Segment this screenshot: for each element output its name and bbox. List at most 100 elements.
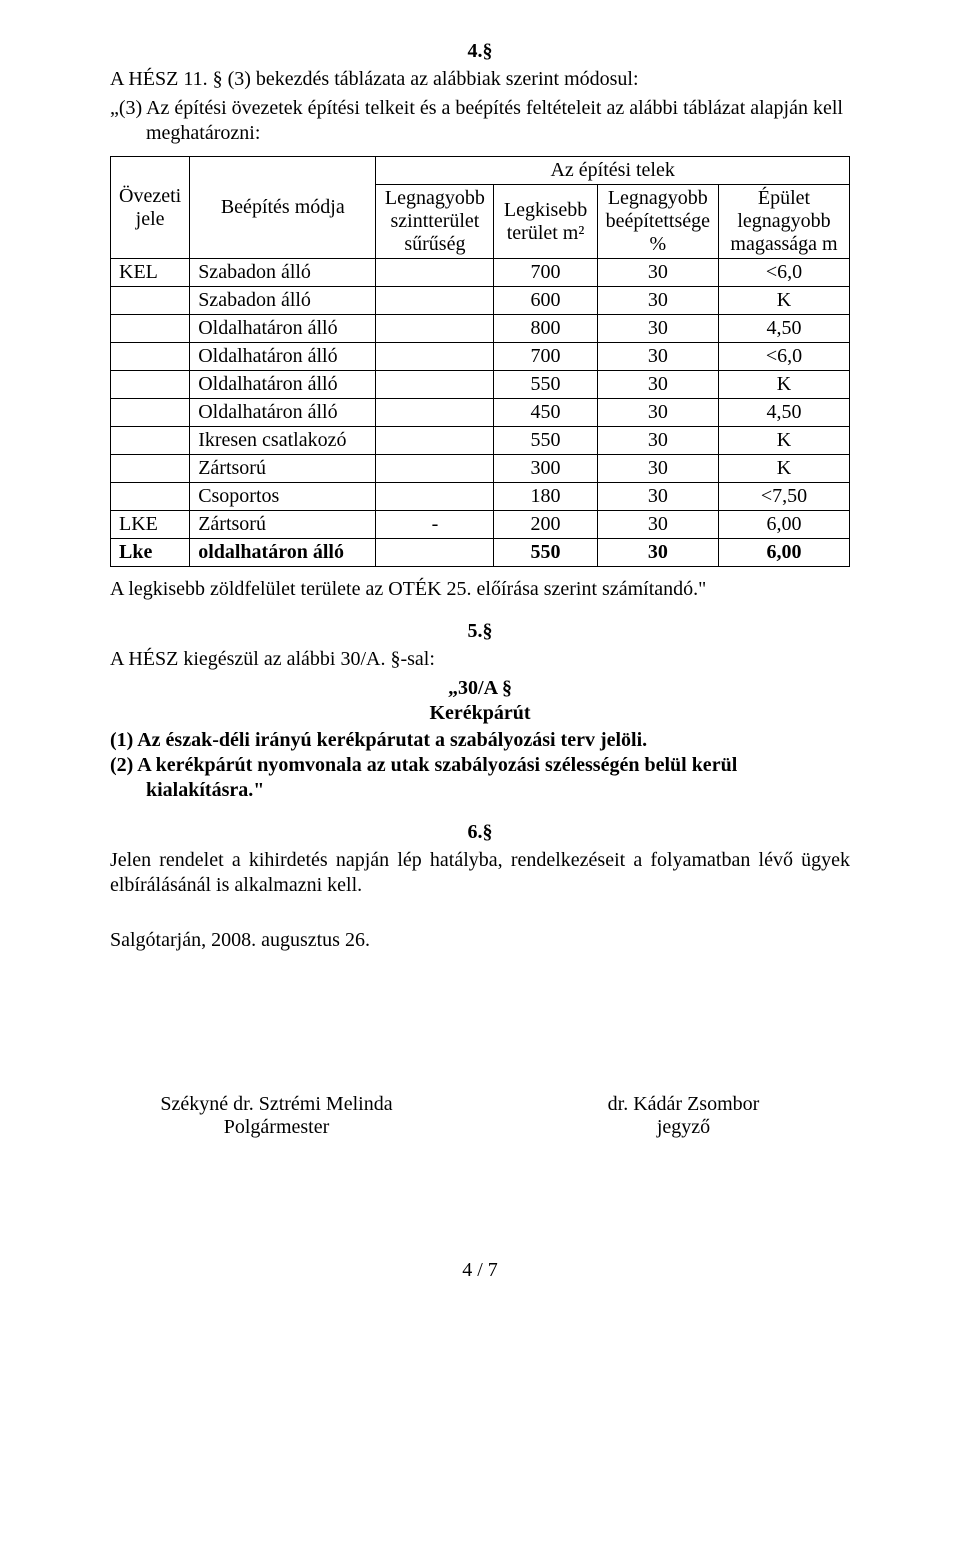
- table-cell: <6,0: [719, 343, 850, 371]
- item1-num: (1): [110, 729, 133, 751]
- item2-num: (2): [110, 754, 133, 776]
- table-cell: Szabadon álló: [190, 259, 376, 287]
- section5-item1: (1) Az észak-déli irányú kerékpárutat a …: [110, 728, 850, 753]
- table-cell: 30: [597, 287, 718, 315]
- table-row: LKEZártsorú-200306,00: [111, 511, 850, 539]
- sig-right-name: dr. Kádár Zsombor: [608, 1093, 760, 1115]
- table-cell: K: [719, 427, 850, 455]
- sig-left-title: Polgármester: [224, 1116, 330, 1138]
- table-cell: [111, 371, 190, 399]
- table-cell: <7,50: [719, 483, 850, 511]
- table-cell: [376, 287, 494, 315]
- sig-right-title: jegyző: [657, 1116, 710, 1138]
- th-beepit: Legnagyobb beépítettsége %: [597, 185, 718, 259]
- table-cell: K: [719, 455, 850, 483]
- table-cell: 6,00: [719, 539, 850, 567]
- table-cell: Oldalhatáron álló: [190, 399, 376, 427]
- th-top: Az építési telek: [376, 157, 850, 185]
- item2-text: A kerékpárút nyomvonala az utak szabályo…: [137, 754, 737, 801]
- table-cell: [111, 455, 190, 483]
- table-cell: -: [376, 511, 494, 539]
- date-line: Salgótarján, 2008. augusztus 26.: [110, 928, 850, 953]
- table-cell: Oldalhatáron álló: [190, 371, 376, 399]
- table-row: Oldalhatáron álló 55030K: [111, 371, 850, 399]
- table-cell: 200: [494, 511, 597, 539]
- table-cell: [111, 343, 190, 371]
- table-cell: <6,0: [719, 259, 850, 287]
- th-magassag: Épület legnagyobb magassága m: [719, 185, 850, 259]
- table-cell: Oldalhatáron álló: [190, 315, 376, 343]
- table-cell: 4,50: [719, 315, 850, 343]
- table-cell: [376, 539, 494, 567]
- table-row: Szabadon álló 60030K: [111, 287, 850, 315]
- table-cell: 30: [597, 343, 718, 371]
- table-cell: [376, 399, 494, 427]
- table-row: Oldalhatáron álló70030<6,0: [111, 343, 850, 371]
- table-cell: 30: [597, 399, 718, 427]
- table-cell: 550: [494, 539, 597, 567]
- section6-text: Jelen rendelet a kihirdetés napján lép h…: [110, 848, 850, 898]
- table-row: Zártsorú30030K: [111, 455, 850, 483]
- table-cell: Zártsorú: [190, 511, 376, 539]
- table-cell: 30: [597, 539, 718, 567]
- table-cell: 30: [597, 427, 718, 455]
- table-cell: 300: [494, 455, 597, 483]
- table-cell: [376, 427, 494, 455]
- table-cell: [376, 315, 494, 343]
- table-cell: 700: [494, 259, 597, 287]
- item1-text: Az észak-déli irányú kerékpárutat a szab…: [137, 729, 647, 751]
- table-cell: 550: [494, 371, 597, 399]
- table-cell: [376, 259, 494, 287]
- table-cell: [111, 483, 190, 511]
- signature-row: Székyné dr. Sztrémi Melinda Polgármester…: [110, 1093, 850, 1139]
- table-cell: K: [719, 287, 850, 315]
- table-cell: 450: [494, 399, 597, 427]
- table-row: Csoportos 18030<7,50: [111, 483, 850, 511]
- table-cell: [111, 399, 190, 427]
- table-cell: Lke: [111, 539, 190, 567]
- section6-num: 6.§: [110, 821, 850, 844]
- zoning-table: Övezeti jele Beépítés módja Az építési t…: [110, 156, 850, 567]
- table-cell: [111, 287, 190, 315]
- th-terulet: Legkisebb terület m²: [494, 185, 597, 259]
- table-row: Oldalhatáron álló 450304,50: [111, 399, 850, 427]
- table-cell: 180: [494, 483, 597, 511]
- table-cell: 30: [597, 511, 718, 539]
- table-cell: [111, 315, 190, 343]
- table-cell: 550: [494, 427, 597, 455]
- table-cell: Csoportos: [190, 483, 376, 511]
- table-cell: 6,00: [719, 511, 850, 539]
- page: 4.§ A HÉSZ 11. § (3) bekezdés táblázata …: [0, 0, 960, 1362]
- table-cell: KEL: [111, 259, 190, 287]
- table-row: KELSzabadon álló 70030<6,0: [111, 259, 850, 287]
- th-beepites: Beépítés módja: [190, 157, 376, 259]
- table-row: Ikresen csatlakozó 55030K: [111, 427, 850, 455]
- table-cell: 30: [597, 371, 718, 399]
- table-cell: Szabadon álló: [190, 287, 376, 315]
- section5-subtitle: Kerékpárút: [110, 701, 850, 726]
- sig-right: dr. Kádár Zsombor jegyző: [517, 1093, 850, 1139]
- table-cell: 600: [494, 287, 597, 315]
- table-cell: [376, 343, 494, 371]
- th-ovezeti: Övezeti jele: [111, 157, 190, 259]
- section4-num: 4.§: [110, 40, 850, 63]
- table-cell: [376, 371, 494, 399]
- section4-line1: A HÉSZ 11. § (3) bekezdés táblázata az a…: [110, 67, 850, 92]
- table-row: Lkeoldalhatáron álló 550306,00: [111, 539, 850, 567]
- section5-subnum: „30/A §: [110, 676, 850, 701]
- section5-num: 5.§: [110, 620, 850, 643]
- table-cell: [111, 427, 190, 455]
- table-cell: oldalhatáron álló: [190, 539, 376, 567]
- table-cell: 700: [494, 343, 597, 371]
- table-cell: 30: [597, 483, 718, 511]
- table-cell: 4,50: [719, 399, 850, 427]
- table-cell: 30: [597, 259, 718, 287]
- table-cell: 30: [597, 315, 718, 343]
- table-cell: 30: [597, 455, 718, 483]
- table-cell: LKE: [111, 511, 190, 539]
- table-cell: K: [719, 371, 850, 399]
- page-number: 4 / 7: [110, 1259, 850, 1282]
- table-row: Oldalhatáron álló 800304,50: [111, 315, 850, 343]
- table-cell: 800: [494, 315, 597, 343]
- table-cell: Ikresen csatlakozó: [190, 427, 376, 455]
